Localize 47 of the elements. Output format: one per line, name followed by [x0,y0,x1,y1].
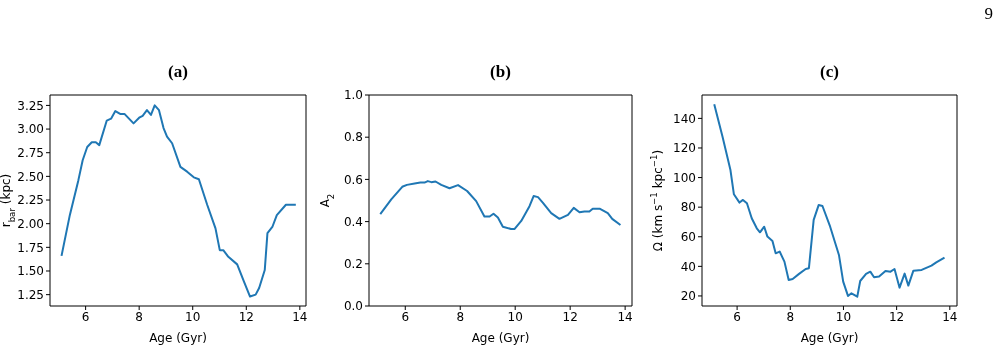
x-tick-label: 8 [135,309,143,324]
y-tick-label: 1.25 [17,287,44,302]
x-tick-label: 6 [81,309,90,324]
x-tick-label: 10 [835,309,852,324]
text: 9 [984,4,993,24]
x-tick-label: 12 [889,309,905,324]
y-tick-label: 3.00 [17,122,44,137]
chart-title: (b) [489,62,512,83]
x-tick-label: 10 [507,309,523,324]
line-series [379,180,622,230]
y-tick-label: 40 [680,259,696,274]
x-tick-label: 12 [238,309,254,324]
y-tick-label: 60 [680,230,696,245]
y-tick-label: 0.2 [343,257,363,272]
y-tick-label: 1.0 [343,88,363,103]
x-tick-label: 8 [786,309,795,324]
x-tick-label: 14 [617,309,633,324]
y-tick-label: 2.25 [17,193,44,208]
y-tick-label: 0.4 [343,214,363,229]
x-tick-label: 6 [733,309,741,324]
y-tick-label: 2.50 [17,169,44,184]
y-tick-label: 20 [680,289,696,304]
y-tick-label: 100 [673,170,696,185]
x-axis-title: Age (Gyr) [149,331,207,345]
chart-title: (a) [167,62,189,83]
x-tick-label: 10 [185,309,201,324]
x-axis-title: Age (Gyr) [800,331,859,345]
x-tick-label: 8 [456,309,465,324]
y-tick-label: 1.75 [17,240,44,255]
line-series [713,103,946,298]
y-tick-label: 2.75 [17,145,44,160]
x-tick-label: 14 [292,309,308,324]
y-tick-label: 0.8 [343,130,363,145]
y-tick-label: 0.6 [343,172,363,187]
x-tick-label: 14 [942,309,958,324]
line-series [60,104,297,298]
y-tick-label: 2.00 [17,216,44,231]
x-tick-label: 12 [562,309,578,324]
x-tick-label: 6 [401,309,410,324]
chart-title: (c) [819,62,840,83]
y-tick-label: 80 [680,200,696,215]
y-tick-label: 120 [673,141,696,156]
y-tick-label: 0.0 [343,299,363,314]
y-tick-label: 140 [673,111,696,126]
x-axis-title: Age (Gyr) [471,331,530,345]
y-tick-label: 1.50 [17,264,44,279]
y-tick-label: 3.25 [17,98,44,113]
